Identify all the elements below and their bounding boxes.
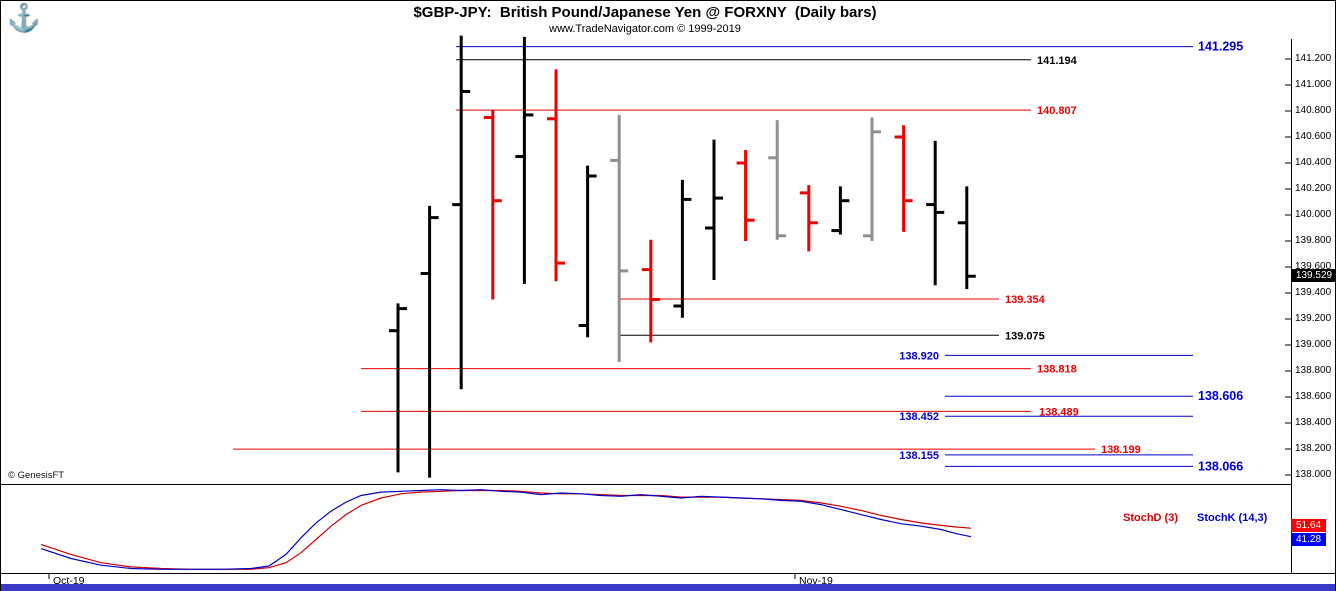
level-label: 138.489 bbox=[1039, 406, 1079, 418]
ohlc-bar[interactable] bbox=[420, 205, 439, 478]
ohlc-bar[interactable] bbox=[957, 186, 976, 290]
ohlc-bar[interactable] bbox=[610, 114, 629, 362]
level-label: 138.452 bbox=[899, 411, 939, 423]
level-label: 141.194 bbox=[1037, 55, 1078, 67]
ohlc-bar[interactable] bbox=[547, 69, 565, 282]
level-label: 138.818 bbox=[1037, 364, 1077, 376]
level-label: 138.199 bbox=[1101, 444, 1141, 456]
stochd-value-badge: 51.64 bbox=[1291, 519, 1326, 532]
ohlc-bar[interactable] bbox=[673, 179, 692, 318]
chart-subtitle: www.TradeNavigator.com © 1999-2019 bbox=[549, 23, 741, 35]
ohlc-bar[interactable] bbox=[926, 140, 945, 286]
ohlc-bar[interactable] bbox=[452, 35, 471, 390]
ohlc-bar[interactable] bbox=[863, 117, 881, 242]
level-label: 138.155 bbox=[899, 450, 939, 462]
ohlc-bar[interactable] bbox=[389, 303, 407, 473]
level-label: 138.606 bbox=[1198, 389, 1243, 403]
level-label: 141.295 bbox=[1198, 40, 1243, 54]
bottom-scroll-bar[interactable] bbox=[1, 584, 1335, 591]
stochd-line bbox=[40, 489, 972, 570]
last-price-badge: 139.529 bbox=[1291, 269, 1335, 282]
genesis-logo-icon: ⚓ bbox=[7, 3, 41, 33]
ohlc-bar[interactable] bbox=[705, 139, 723, 280]
level-label: 139.354 bbox=[1005, 294, 1046, 306]
level-label: 139.075 bbox=[1005, 330, 1045, 342]
chart-title: $GBP-JPY: British Pound/Japanese Yen @ F… bbox=[413, 4, 877, 21]
stochk-legend-label: StochK (14,3) bbox=[1197, 512, 1268, 524]
genesis-copyright: © GenesisFT bbox=[8, 470, 65, 481]
ohlc-bar[interactable] bbox=[515, 36, 534, 284]
level-label: 138.066 bbox=[1198, 459, 1243, 473]
ohlc-bar[interactable] bbox=[483, 109, 502, 300]
ohlc-bar[interactable] bbox=[641, 239, 660, 343]
stochk-line bbox=[40, 489, 972, 570]
ohlc-bar[interactable] bbox=[799, 185, 818, 252]
ohlc-bar[interactable] bbox=[768, 120, 787, 240]
stochk-value-badge: 41.28 bbox=[1291, 533, 1326, 546]
stochd-legend-label: StochD (3) bbox=[1123, 512, 1178, 524]
ohlc-bar[interactable] bbox=[831, 186, 850, 235]
ohlc-bar[interactable] bbox=[736, 150, 755, 241]
ohlc-bar[interactable] bbox=[894, 125, 913, 232]
level-label: 138.920 bbox=[899, 350, 939, 362]
ohlc-bar[interactable] bbox=[578, 165, 597, 338]
level-label: 140.807 bbox=[1037, 105, 1077, 117]
